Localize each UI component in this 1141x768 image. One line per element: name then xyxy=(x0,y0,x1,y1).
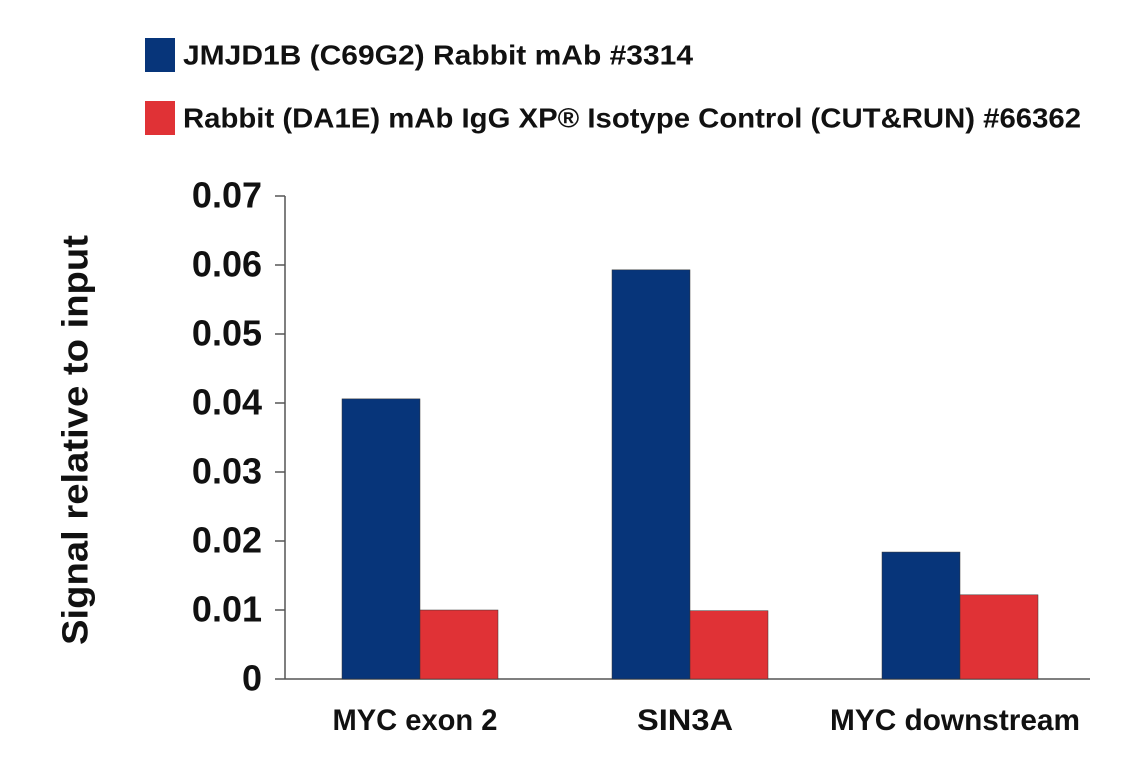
y-tick-label: 0.06 xyxy=(192,244,262,285)
y-tick-label: 0.05 xyxy=(192,313,262,354)
bar xyxy=(881,551,961,680)
bar xyxy=(959,594,1039,680)
bar xyxy=(689,610,769,680)
y-tick-label: 0.04 xyxy=(192,382,262,423)
x-tick-label: MYC exon 2 xyxy=(333,704,498,737)
y-tick-label: 0.01 xyxy=(192,589,262,630)
y-tick-label: 0.07 xyxy=(192,175,262,216)
y-tick-label: 0.03 xyxy=(192,451,262,492)
y-tick-label: 0.02 xyxy=(192,520,262,561)
legend-swatch xyxy=(145,101,175,135)
x-tick-label: MYC downstream xyxy=(830,704,1080,737)
y-axis-label: Signal relative to input xyxy=(55,235,96,645)
x-tick-label: SIN3A xyxy=(637,704,733,737)
bar xyxy=(419,609,499,680)
legend-label: Rabbit (DA1E) mAb IgG XP® Isotype Contro… xyxy=(183,102,1081,133)
legend-label: JMJD1B (C69G2) Rabbit mAb #3314 xyxy=(183,39,693,70)
bar xyxy=(611,269,691,680)
y-tick-label: 0 xyxy=(242,658,262,699)
bar xyxy=(341,398,421,680)
legend-swatch xyxy=(145,38,175,72)
